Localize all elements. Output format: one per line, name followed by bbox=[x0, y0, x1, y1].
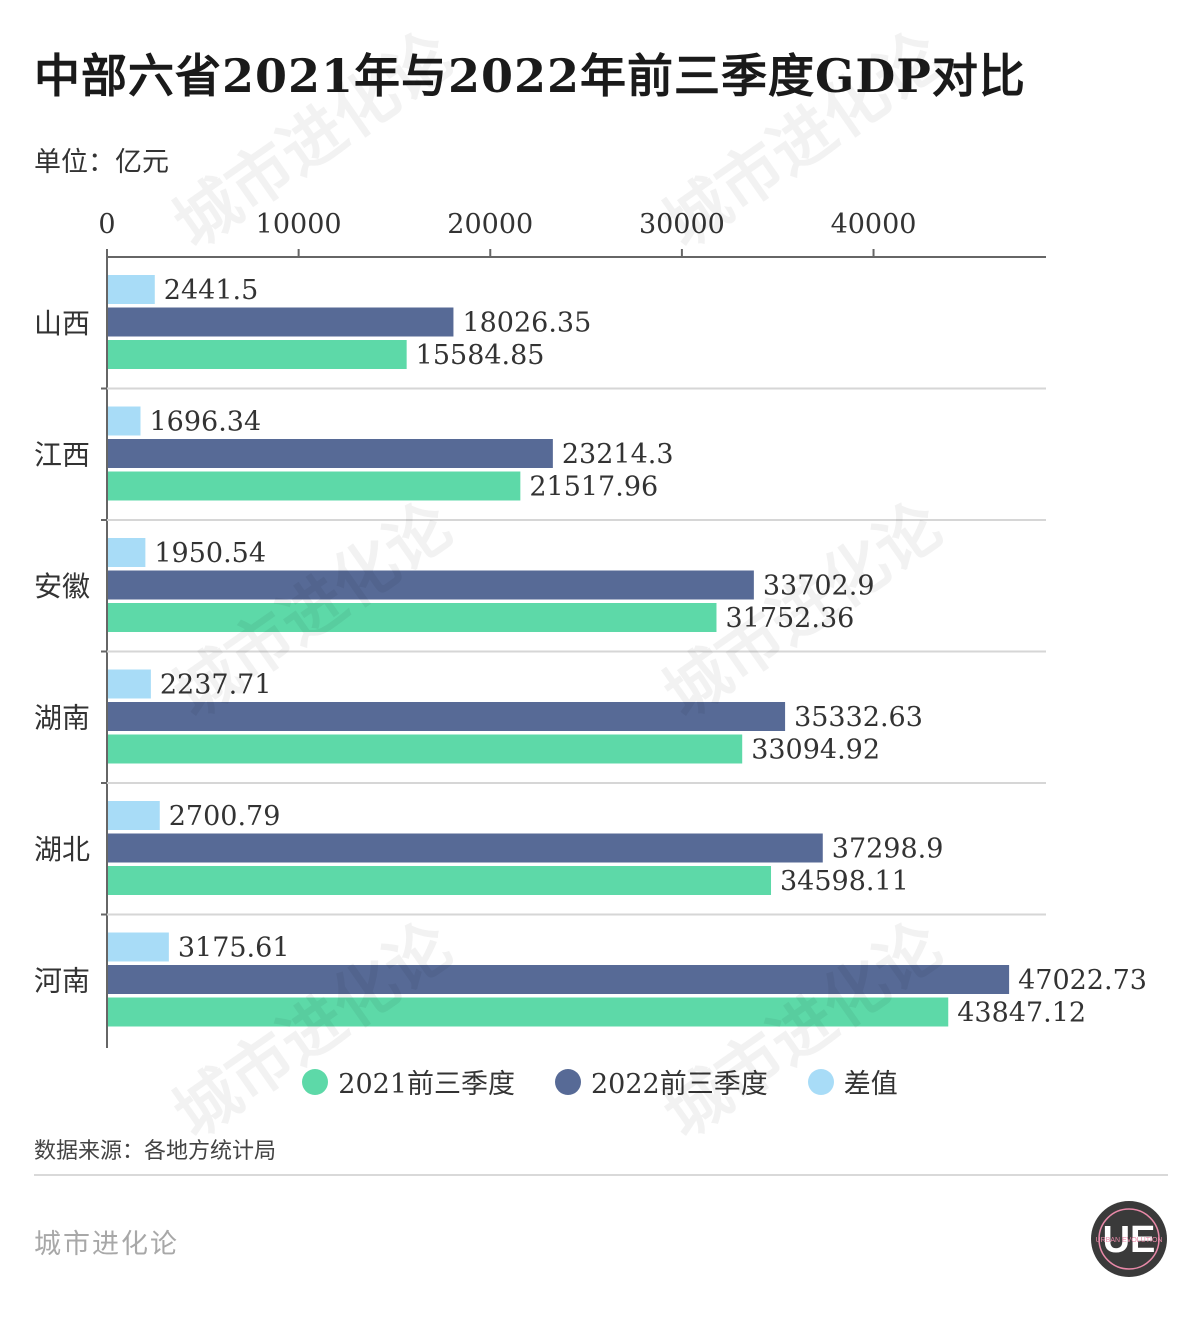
brand-name: 城市进化论 bbox=[34, 1229, 179, 1260]
data-label-2022: 33702.9 bbox=[763, 571, 875, 602]
category-label: 江西 bbox=[34, 438, 90, 471]
bar-2021 bbox=[108, 603, 717, 632]
data-label-2021: 21517.96 bbox=[529, 472, 658, 503]
data-label-2021: 33094.92 bbox=[751, 735, 880, 766]
legend-label-2022: 2022前三季度 bbox=[591, 1069, 768, 1100]
data-label-2021: 15584.85 bbox=[416, 340, 545, 371]
bar-diff bbox=[108, 406, 141, 436]
bar-2022 bbox=[108, 307, 454, 337]
legend-label-2021: 2021前三季度 bbox=[338, 1069, 515, 1100]
legend-item-2022: 2022前三季度 bbox=[555, 1062, 768, 1101]
bar-diff bbox=[108, 538, 146, 567]
bar-diff bbox=[108, 932, 169, 962]
legend-item-diff: 差值 bbox=[807, 1062, 898, 1101]
data-source: 数据来源：各地方统计局 bbox=[34, 1139, 277, 1164]
x-tick-label: 10000 bbox=[256, 209, 342, 240]
bar-2021 bbox=[108, 340, 407, 369]
x-tick-label: 40000 bbox=[831, 209, 917, 240]
unit-label: 单位：亿元 bbox=[34, 147, 169, 178]
data-label-diff: 3175.61 bbox=[178, 933, 290, 964]
category-label: 安徽 bbox=[34, 570, 90, 603]
x-tick-label: 20000 bbox=[447, 209, 533, 240]
legend-label-diff: 差值 bbox=[843, 1069, 898, 1100]
logo-mark: UE bbox=[1103, 1219, 1156, 1261]
data-label-2022: 35332.63 bbox=[794, 702, 923, 733]
category-label: 山西 bbox=[34, 307, 90, 340]
chart-title: 中部六省2021年与2022年前三季度GDP对比 bbox=[34, 49, 1026, 103]
legend-swatch-diff bbox=[807, 1068, 834, 1095]
bar-diff bbox=[108, 275, 155, 304]
data-label-2022: 47022.73 bbox=[1018, 965, 1147, 996]
legend-swatch-2022 bbox=[555, 1068, 581, 1095]
x-tick-label: 30000 bbox=[639, 209, 725, 240]
data-label-2021: 34598.11 bbox=[780, 866, 909, 897]
footer-divider bbox=[34, 1174, 1168, 1176]
category-label: 湖南 bbox=[34, 701, 90, 734]
bar-2021 bbox=[108, 471, 521, 501]
data-label-diff: 2441.5 bbox=[164, 275, 258, 306]
data-label-diff: 2700.79 bbox=[169, 801, 281, 832]
bar-diff bbox=[108, 669, 151, 699]
data-label-2022: 18026.35 bbox=[462, 308, 591, 339]
x-tick-label: 0 bbox=[98, 209, 115, 240]
bar-2021 bbox=[108, 997, 949, 1027]
category-label: 河南 bbox=[34, 964, 90, 997]
bar-2021 bbox=[108, 734, 743, 764]
bar-2022 bbox=[108, 965, 1010, 994]
data-label-2021: 43847.12 bbox=[957, 998, 1086, 1029]
legend-swatch-2021 bbox=[302, 1068, 329, 1095]
category-label: 湖北 bbox=[34, 833, 90, 866]
brand-logo: UE URBAN EVOLUTION bbox=[1091, 1201, 1167, 1277]
data-label-diff: 2237.71 bbox=[160, 670, 272, 701]
bar-2021 bbox=[108, 866, 772, 895]
bar-chart: 0 10000 20000 30000 40000 山西 2441.5 18026.35155… bbox=[34, 209, 1147, 1048]
data-label-2022: 37298.9 bbox=[832, 834, 944, 865]
bar-diff bbox=[108, 801, 160, 830]
legend-item-2021: 2021前三季度 bbox=[302, 1062, 515, 1101]
bar-2022 bbox=[108, 570, 754, 600]
logo-ring-text: URBAN EVOLUTION bbox=[1096, 1237, 1163, 1244]
bar-2022 bbox=[108, 439, 553, 468]
bar-2022 bbox=[108, 833, 823, 863]
bar-2022 bbox=[108, 702, 786, 731]
chart-legend: 2021前三季度 2022前三季度 差值 bbox=[0, 1062, 1200, 1101]
data-label-2021: 31752.36 bbox=[725, 603, 854, 634]
data-label-2022: 23214.3 bbox=[562, 439, 674, 470]
data-label-diff: 1696.34 bbox=[150, 407, 262, 438]
data-label-diff: 1950.54 bbox=[154, 538, 266, 569]
